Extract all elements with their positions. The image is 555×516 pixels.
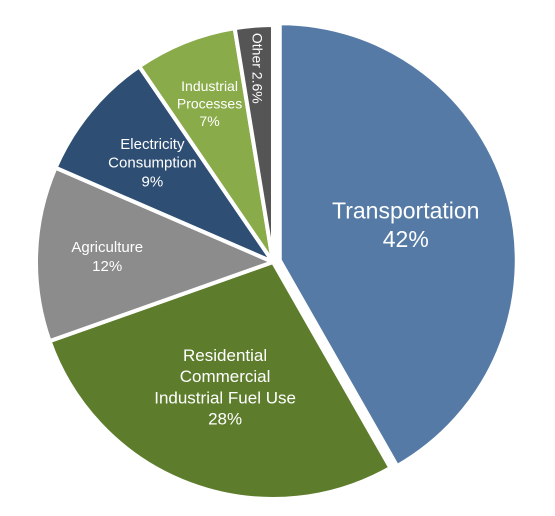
slice-electricity-consumption xyxy=(52,63,279,267)
pie-labels: Transportation 42% Residential Commercial In… xyxy=(71,33,479,429)
slice-industrial-processes xyxy=(136,25,275,264)
slice-name: Other xyxy=(249,33,265,72)
slice-label-residential-commercial-industrial-fuel-use: Residential Commercial Industrial Fuel Use… xyxy=(154,346,296,429)
slice-name: Consumption xyxy=(108,155,196,172)
slice-name: Processes xyxy=(177,95,242,111)
slice-transportation xyxy=(277,21,519,469)
slice-name: Residential xyxy=(183,346,267,365)
slice-label-electricity-consumption: Electricity Consumption 9% xyxy=(108,136,196,191)
slice-label-industrial-processes: Industrial Processes 7% xyxy=(177,78,242,129)
slice-agriculture xyxy=(34,165,279,344)
slice-label-transportation: Transportation 42% xyxy=(332,197,479,252)
slice-value: 7% xyxy=(199,113,219,129)
slice-label-agriculture: Agriculture 12% xyxy=(71,239,143,275)
slice-value: 42% xyxy=(383,226,429,252)
slice-name: Electricity xyxy=(120,136,185,153)
pie-slices xyxy=(34,21,519,501)
slice-value: 9% xyxy=(142,173,164,190)
slice-other xyxy=(232,22,275,263)
slice-value: 2.6% xyxy=(249,72,265,104)
slice-name: Industrial Fuel Use xyxy=(154,388,296,407)
slice-label-other: Other 2.6% xyxy=(249,33,265,104)
slice-name: Commercial xyxy=(180,367,271,386)
slice-name: Transportation xyxy=(332,197,479,223)
slice-value: 12% xyxy=(92,258,122,275)
slice-name: Agriculture xyxy=(71,239,143,256)
slice-value: 28% xyxy=(208,410,242,429)
slice-name: Industrial xyxy=(181,78,238,94)
slice-residential-commercial-industrial-fuel-use xyxy=(47,259,394,501)
